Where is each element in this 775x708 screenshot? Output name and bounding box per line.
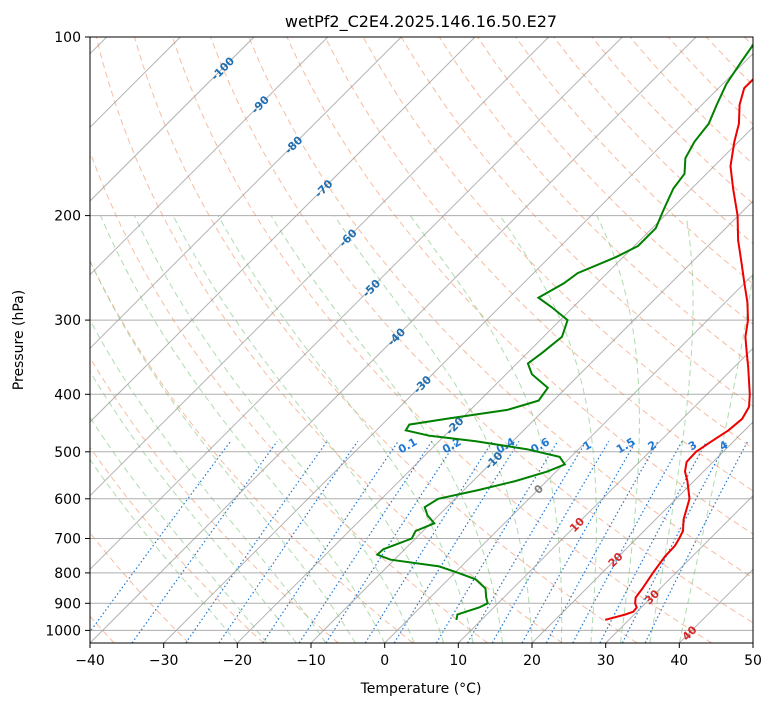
x-tick-label: 50	[744, 653, 762, 669]
y-tick-label: 500	[54, 445, 81, 461]
moist-adiabat	[678, 269, 753, 643]
temperature-line	[604, 77, 753, 621]
x-tick-label: −10	[296, 653, 326, 669]
moist-adiabat	[409, 215, 563, 643]
dry-adiabat	[172, 37, 712, 643]
y-tick-label: 300	[54, 313, 81, 329]
mixing-ratio-line	[491, 440, 610, 643]
y-axis: 100 200 300 400 500 600 700 800 900 1000	[45, 30, 90, 639]
moist-adiabat	[90, 259, 356, 643]
mixing-ratio-line	[90, 440, 232, 633]
isotherm-line	[90, 37, 255, 202]
plot-area: -100-90-80-70-60-50-40-30-20-10010203040…	[90, 37, 753, 643]
moist-adiabat	[217, 215, 474, 643]
dry-adiabat	[324, 37, 753, 492]
y-tick-label: 1000	[45, 623, 81, 639]
isotherm-line	[90, 37, 402, 350]
moist-adiabat	[134, 215, 415, 643]
x-tick-label: 30	[597, 653, 615, 669]
y-tick-label: 800	[54, 566, 81, 582]
isotherm-line	[90, 37, 550, 497]
x-tick-label: −20	[223, 653, 253, 669]
isotherm-line	[90, 37, 697, 643]
isobar-gridlines	[90, 37, 753, 631]
y-tick-label: 700	[54, 532, 81, 548]
y-tick-label: 900	[54, 596, 81, 612]
x-axis: −40 −30 −20 −10 0 10 20 30 40 50	[75, 643, 762, 669]
x-tick-label: 40	[670, 653, 688, 669]
isotherm-line	[457, 347, 753, 643]
dry-adiabat	[248, 37, 753, 579]
isotherm-line	[90, 37, 329, 276]
isotherm-line	[90, 37, 476, 423]
moist-adiabat	[90, 416, 268, 643]
y-tick-label: 200	[54, 209, 81, 225]
dry-adiabat	[95, 37, 563, 643]
isotherm-line	[605, 494, 753, 643]
isotherm-line	[531, 421, 753, 643]
mixing-ratio-line	[572, 441, 683, 643]
mixing-ratio-line	[131, 440, 278, 643]
dry-adiabat	[515, 37, 753, 285]
moist-adiabat	[90, 370, 297, 643]
dry-adiabat	[286, 37, 753, 535]
plot-frame	[89, 36, 754, 644]
y-axis-title: Pressure (hPa)	[11, 290, 27, 390]
moist-adiabat	[100, 215, 386, 643]
isotherm-line	[384, 273, 753, 643]
mixing-ratio-line	[364, 440, 494, 643]
mixing-ratio-line	[545, 440, 659, 643]
dry-adiabat	[133, 37, 638, 643]
x-tick-label: 20	[523, 653, 541, 669]
mixing-ratio-line	[262, 440, 399, 643]
x-tick-label: 0	[380, 653, 389, 669]
moist-adiabat	[90, 319, 327, 643]
isotherm-line	[310, 200, 753, 643]
dry-adiabat	[90, 446, 264, 643]
moist-adiabat	[90, 458, 238, 643]
moist-adiabat	[596, 215, 640, 643]
isotherm-line	[236, 126, 753, 643]
dry-adiabat	[90, 356, 339, 643]
mixing-ratio-line	[218, 440, 359, 643]
x-axis-title: Temperature (°C)	[360, 681, 482, 697]
dry-adiabats	[90, 37, 753, 643]
y-tick-label: 400	[54, 387, 81, 403]
moist-adiabat	[333, 215, 533, 643]
chart-title: wetPf2_C2E4.2025.146.16.50.E27	[285, 12, 557, 32]
dry-adiabat	[210, 37, 753, 624]
dry-adiabat	[477, 37, 753, 325]
isotherm-gridlines	[90, 37, 753, 643]
isotherm-line	[163, 52, 753, 643]
x-tick-label: −30	[149, 653, 179, 669]
y-tick-label: 100	[54, 30, 81, 46]
y-tick-label: 600	[54, 492, 81, 508]
mixing-ratio-line	[521, 440, 637, 643]
moist-adiabat	[270, 215, 503, 643]
mixing-ratio-line	[325, 440, 458, 643]
mixing-ratio-line	[435, 440, 559, 643]
isotherm-line	[90, 37, 623, 571]
mixing-ratio-line	[185, 440, 328, 643]
mixing-ratio-line	[298, 440, 433, 643]
x-tick-label: −40	[75, 653, 105, 669]
moist-adiabat	[649, 215, 694, 643]
x-tick-label: 10	[449, 653, 467, 669]
moist-adiabat	[172, 215, 445, 643]
mixing-ratio-line	[466, 440, 587, 643]
dewpoint-line	[375, 43, 753, 621]
